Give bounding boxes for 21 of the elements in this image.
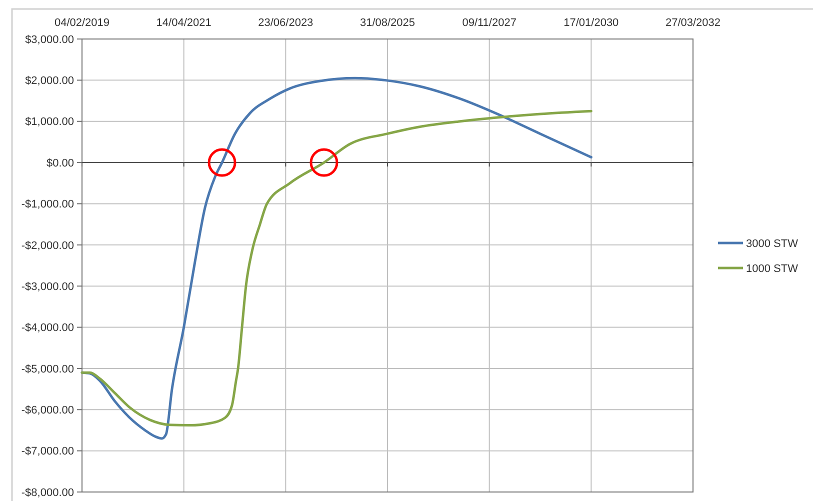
x-tick-label: 31/08/2025 bbox=[360, 17, 416, 29]
y-tick-label: $1,000.00 bbox=[25, 116, 74, 128]
legend-label: 3000 STW bbox=[746, 238, 799, 250]
x-tick-label: 27/03/2032 bbox=[665, 17, 721, 29]
x-tick-label: 14/04/2021 bbox=[156, 17, 212, 29]
y-tick-label: -$1,000.00 bbox=[21, 198, 74, 211]
y-tick-label: -$7,000.00 bbox=[21, 446, 74, 458]
y-tick-label: -$8,000.00 bbox=[21, 486, 74, 499]
y-tick-label: -$2,000.00 bbox=[21, 240, 74, 252]
legend-label: 1000 STW bbox=[746, 262, 799, 275]
y-tick-label: $3,000.00 bbox=[25, 34, 74, 46]
x-tick-label: 23/06/2023 bbox=[258, 17, 314, 29]
y-tick-label: $2,000.00 bbox=[25, 75, 74, 88]
y-tick-label: -$4,000.00 bbox=[21, 322, 74, 334]
x-tick-label: 17/01/2030 bbox=[564, 17, 619, 29]
y-tick-label: -$3,000.00 bbox=[21, 280, 74, 293]
y-tick-label: $0.00 bbox=[46, 157, 74, 170]
y-tick-label: -$5,000.00 bbox=[21, 363, 74, 376]
y-tick-label: -$6,000.00 bbox=[21, 404, 74, 416]
x-tick-label: 09/11/2027 bbox=[462, 17, 516, 29]
x-tick-label: 04/02/2019 bbox=[54, 17, 110, 29]
